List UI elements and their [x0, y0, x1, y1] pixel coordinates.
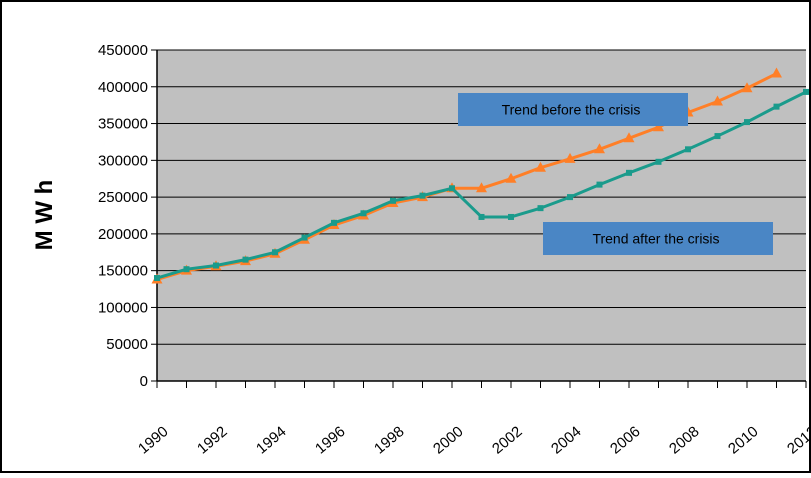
data-point	[596, 181, 603, 188]
y-axis-title: M W h	[31, 180, 58, 251]
data-point	[741, 82, 753, 93]
data-point	[803, 88, 809, 95]
data-point	[685, 146, 691, 153]
data-point	[505, 172, 517, 183]
annotation-label: Trend after the crisis	[592, 231, 719, 247]
data-point	[331, 219, 337, 226]
data-point	[154, 275, 160, 282]
data-point	[213, 262, 219, 269]
data-point	[508, 213, 514, 220]
data-point	[272, 249, 278, 256]
y-tick-label: 350000	[98, 116, 148, 133]
data-point	[390, 197, 396, 204]
y-tick-label: 150000	[98, 263, 148, 280]
data-point	[653, 121, 664, 132]
y-tick-label: 300000	[98, 152, 148, 169]
y-tick-label: 450000	[98, 42, 148, 59]
data-point	[712, 95, 723, 106]
data-point	[242, 256, 249, 263]
data-point	[773, 103, 780, 110]
y-tick-label: 400000	[98, 79, 148, 96]
y-tick-label: 200000	[98, 226, 148, 243]
data-point	[744, 119, 750, 126]
data-point	[567, 194, 573, 201]
y-tick-label: 0	[140, 373, 148, 390]
data-point	[537, 205, 544, 212]
data-point	[449, 185, 455, 192]
data-point	[623, 132, 635, 143]
y-tick-label: 100000	[98, 299, 148, 316]
data-point	[535, 161, 546, 172]
y-tick-label: 50000	[106, 336, 148, 353]
data-point	[183, 266, 190, 273]
annotation-box	[543, 222, 773, 255]
data-point	[626, 169, 632, 176]
data-point	[771, 67, 782, 78]
data-point	[419, 192, 426, 199]
annotations: Trend before the crisis Trend after the c…	[458, 93, 773, 255]
data-point	[301, 234, 308, 241]
data-point	[655, 158, 662, 165]
data-point	[594, 143, 605, 154]
data-point	[714, 133, 721, 140]
data-point	[564, 152, 576, 163]
annotation-box	[458, 93, 688, 126]
data-point	[476, 182, 487, 193]
annotation-label: Trend before the crisis	[502, 102, 641, 118]
y-tick-label: 250000	[98, 189, 148, 206]
data-point	[360, 210, 367, 217]
data-point	[478, 213, 485, 220]
